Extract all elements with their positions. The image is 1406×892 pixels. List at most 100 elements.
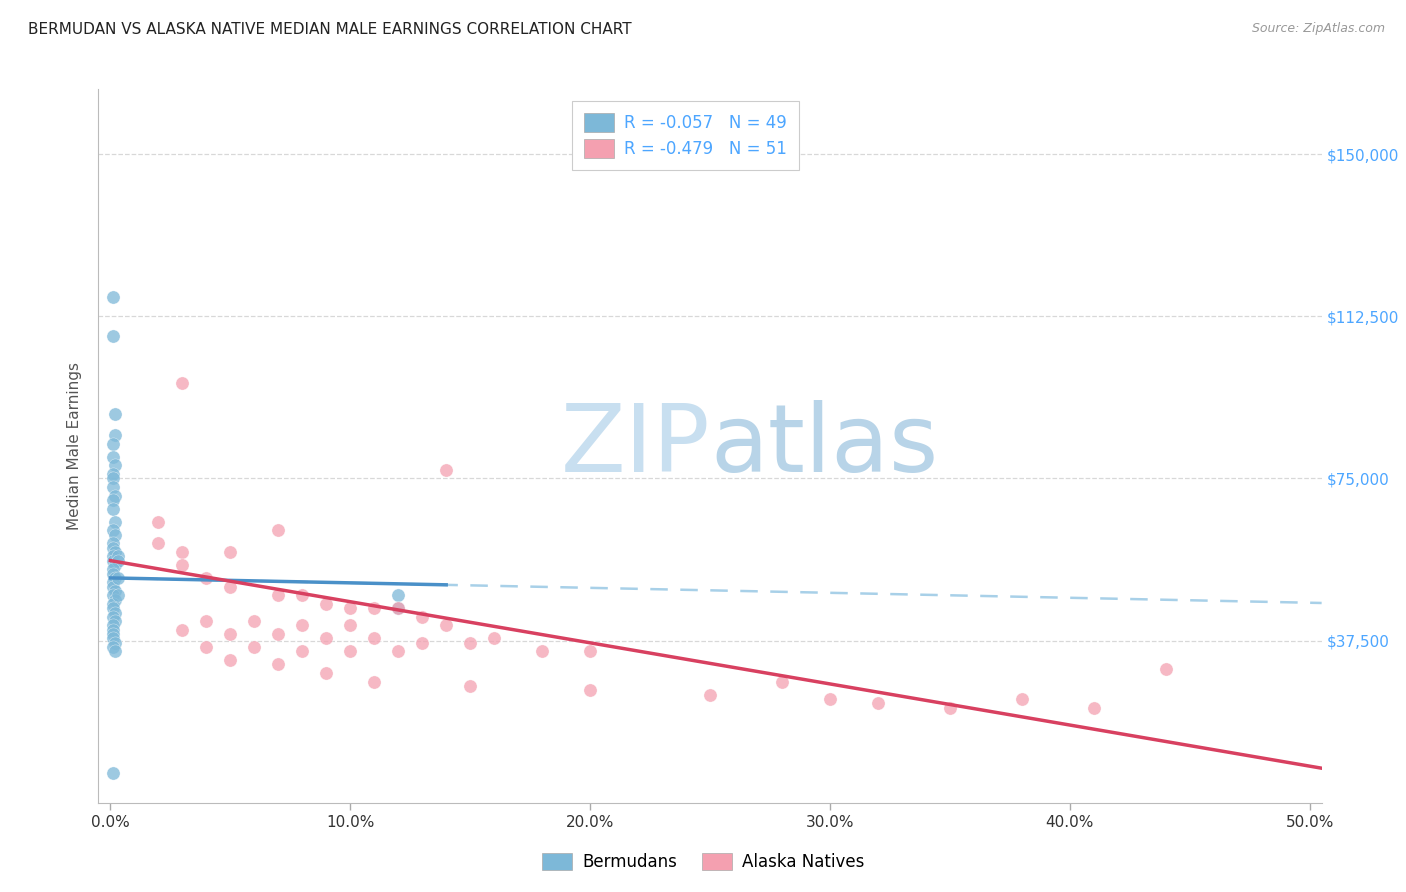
Point (195, 614, 218, 628)
Point (172, 558, 194, 572)
Point (101, 597, 124, 611)
Point (148, 536, 170, 550)
Point (339, 601, 361, 615)
Point (101, 480, 124, 494)
Point (104, 458, 127, 473)
Point (579, 644, 602, 658)
Point (434, 618, 457, 632)
Point (267, 657, 290, 672)
Point (315, 666, 337, 681)
Point (101, 541, 124, 555)
Point (101, 467, 124, 482)
Point (101, 610, 124, 624)
Point (531, 644, 554, 658)
Point (387, 588, 409, 602)
Point (458, 636, 481, 650)
Point (866, 696, 889, 710)
Legend: R = -0.057   N = 49, R = -0.479   N = 51: R = -0.057 N = 49, R = -0.479 N = 51 (572, 101, 799, 169)
Point (770, 674, 793, 689)
Point (104, 558, 127, 572)
Point (101, 290, 124, 304)
Point (172, 623, 194, 637)
Point (107, 553, 129, 567)
Point (243, 614, 266, 628)
Point (107, 588, 129, 602)
Point (363, 632, 385, 646)
Point (104, 407, 127, 421)
Point (104, 644, 127, 658)
Point (315, 632, 337, 646)
Point (107, 549, 129, 564)
Point (411, 636, 433, 650)
Point (101, 566, 124, 581)
Point (101, 580, 124, 594)
Point (243, 640, 266, 654)
Legend: Bermudans, Alaska Natives: Bermudans, Alaska Natives (533, 845, 873, 880)
Y-axis label: Median Male Earnings: Median Male Earnings (67, 362, 83, 530)
Text: ZIP: ZIP (561, 400, 710, 492)
Point (1011, 692, 1033, 706)
Point (104, 583, 127, 598)
Point (1083, 700, 1105, 714)
Point (939, 700, 962, 714)
Point (104, 571, 127, 585)
Point (219, 653, 242, 667)
Point (104, 592, 127, 607)
Point (104, 636, 127, 650)
Point (101, 632, 124, 646)
Point (101, 618, 124, 632)
Point (104, 545, 127, 559)
Point (458, 679, 481, 693)
Point (482, 632, 505, 646)
Point (195, 640, 218, 654)
Point (339, 618, 361, 632)
Point (267, 588, 290, 602)
Point (101, 640, 124, 654)
Point (101, 575, 124, 590)
Point (219, 545, 242, 559)
Point (104, 527, 127, 541)
Point (363, 601, 385, 615)
Point (101, 536, 124, 550)
Point (104, 515, 127, 529)
Point (195, 571, 218, 585)
Point (291, 588, 314, 602)
Point (101, 765, 124, 780)
Point (363, 674, 385, 689)
Point (579, 683, 602, 698)
Point (101, 623, 124, 637)
Point (101, 601, 124, 615)
Text: Source: ZipAtlas.com: Source: ZipAtlas.com (1251, 22, 1385, 36)
Point (101, 588, 124, 602)
Point (699, 688, 721, 702)
Point (101, 627, 124, 641)
Point (315, 597, 337, 611)
Point (104, 428, 127, 442)
Point (104, 606, 127, 620)
Point (267, 627, 290, 641)
Point (219, 580, 242, 594)
Point (101, 549, 124, 564)
Point (101, 524, 124, 538)
Point (172, 545, 194, 559)
Point (267, 524, 290, 538)
Point (148, 515, 170, 529)
Point (387, 601, 409, 615)
Point (101, 450, 124, 464)
Point (101, 437, 124, 451)
Point (104, 614, 127, 628)
Point (291, 644, 314, 658)
Point (387, 644, 409, 658)
Point (434, 463, 457, 477)
Point (104, 489, 127, 503)
Point (101, 471, 124, 485)
Text: atlas: atlas (710, 400, 938, 492)
Point (101, 562, 124, 576)
Point (101, 493, 124, 508)
Point (172, 376, 194, 391)
Point (101, 328, 124, 343)
Point (219, 627, 242, 641)
Point (339, 644, 361, 658)
Point (1154, 662, 1177, 676)
Point (101, 553, 124, 567)
